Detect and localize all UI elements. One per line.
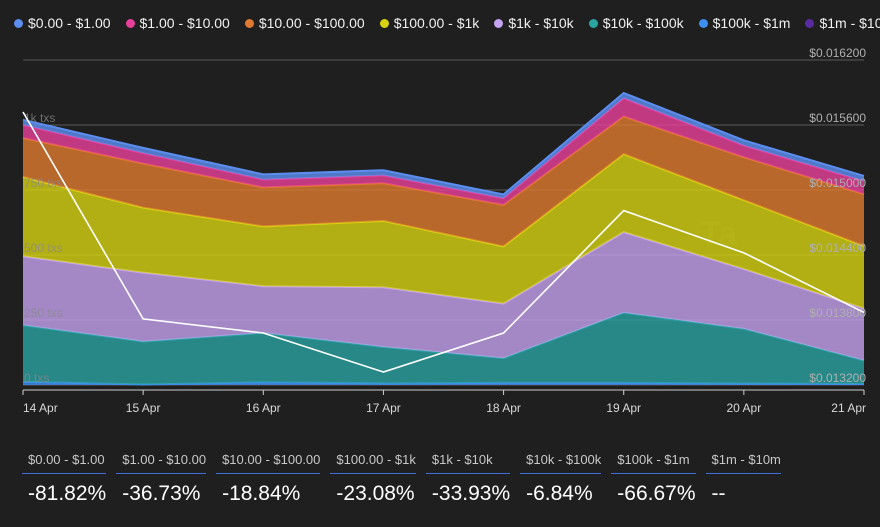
area--0-00-1-00 [23,93,864,199]
legend-item[interactable]: $1.00 - $10.00 [125,12,230,34]
stat-label: $1.00 - $10.00 [116,452,207,474]
legend-label: $0.00 - $1.00 [28,15,111,31]
stat-value: -36.73% [122,482,201,505]
stat-value: -33.93% [431,482,511,505]
x-axis-tick-label: 14 Apr [23,401,58,415]
x-axis-tick-label: 19 Apr [606,401,641,415]
x-axis-tick-label: 17 Apr [366,401,401,415]
legend-item[interactable]: $100k - $1m [698,12,791,34]
legend-dot-icon [588,18,598,28]
legend-dot-icon [805,18,815,28]
stat-label: $1m - $10m [705,452,781,474]
x-axis-tick-label: 15 Apr [126,401,161,415]
x-axis-tick-label: 18 Apr [486,401,521,415]
stat-item: $10.00 - $100.00 -18.84% [216,452,321,506]
legend-dot-icon [494,18,504,28]
legend-item[interactable]: $0.00 - $1.00 [14,12,111,34]
legend-label: $1k - $10k [508,15,574,31]
legend-label: $10.00 - $100.00 [258,15,365,31]
stat-item: $10k - $100k -6.84% [520,452,602,506]
legend-dot-icon [244,18,254,28]
right-axis-tick-label: $0.014400 [809,241,866,255]
series-line [22,91,865,196]
area--100-00-1k [23,154,864,309]
right-axis-tick-label: $0.015000 [809,176,866,190]
legend-label: $1m - $10m [819,15,880,31]
stat-label: $100k - $1m [611,452,696,474]
legend-item[interactable]: $1k - $10k [494,12,574,34]
left-axis-tick-label: 0 txs [24,371,49,385]
legend-label: $100.00 - $1k [393,15,480,31]
stat-item: $0.00 - $1.00 -81.82% [22,452,107,506]
chart-legend: $0.00 - $1.00 $1.00 - $10.00 $10.00 - $100… [14,12,880,34]
legend-dot-icon [698,18,708,28]
price-line [22,111,865,373]
area--1-00-10-00 [23,98,864,205]
stat-label: $10k - $100k [520,452,602,474]
stat-value: -- [711,482,726,505]
stat-value: -66.67% [617,482,696,505]
legend-dot-icon [379,18,389,28]
stat-value: -81.82% [28,482,107,505]
right-axis-tick-label: $0.013200 [809,371,866,385]
left-axis-tick-label: 250 txs [24,306,63,320]
stat-label: $10.00 - $100.00 [216,452,321,474]
legend-label: $1.00 - $10.00 [139,15,230,31]
stat-value: -23.08% [336,482,415,505]
right-axis-tick-label: $0.015600 [809,111,866,125]
x-axis-tick-label: 21 Apr [831,401,866,415]
stats-row: $0.00 - $1.00 -81.82% $1.00 - $10.00 -36.73… [22,452,791,506]
legend-item[interactable]: $10.00 - $100.00 [244,12,365,34]
area--10k-100k [23,312,864,385]
x-axis-tick-label: 16 Apr [246,401,281,415]
stat-item: $100.00 - $1k -23.08% [330,452,416,506]
legend-item[interactable]: $10k - $100k [588,12,684,34]
left-axis-tick-label: 750 txs [24,176,63,190]
stat-item: $1.00 - $10.00 -36.73% [116,452,207,506]
left-axis-tick-label: 500 txs [24,241,63,255]
area--10-00-100-00 [23,116,864,247]
stat-item: $1m - $10m -- [705,452,781,506]
legend-item[interactable]: $1m - $10m [805,12,880,34]
x-axis-tick-label: 20 Apr [727,401,762,415]
legend-item[interactable]: $100.00 - $1k [379,12,480,34]
stat-value: -6.84% [526,482,593,505]
stat-label: $100.00 - $1k [330,452,416,474]
right-axis-tick-label: $0.013800 [809,306,866,320]
legend-dot-icon [125,18,135,28]
legend-label: $100k - $1m [712,15,791,31]
stat-value: -18.84% [222,482,301,505]
legend-dot-icon [14,18,23,28]
left-axis-tick-label: 1k txs [24,111,55,125]
right-axis-tick-label: $0.016200 [809,46,866,60]
legend-label: $10k - $100k [602,15,684,31]
stat-item: $1k - $10k -33.93% [425,452,511,506]
stat-label: $0.00 - $1.00 [22,452,107,474]
stat-item: $100k - $1m -66.67% [611,452,696,506]
stat-label: $1k - $10k [425,452,511,474]
